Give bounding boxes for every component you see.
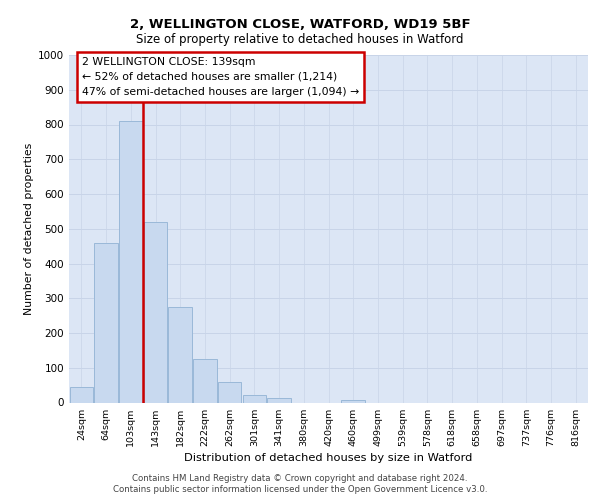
Bar [94, 242, 118, 402]
Bar [169, 307, 192, 402]
Y-axis label: Number of detached properties: Number of detached properties [24, 142, 34, 315]
Text: 2 WELLINGTON CLOSE: 139sqm
← 52% of detached houses are smaller (1,214)
47% of s: 2 WELLINGTON CLOSE: 139sqm ← 52% of deta… [82, 56, 359, 97]
Text: 2, WELLINGTON CLOSE, WATFORD, WD19 5BF: 2, WELLINGTON CLOSE, WATFORD, WD19 5BF [130, 18, 470, 30]
Text: Size of property relative to detached houses in Watford: Size of property relative to detached ho… [136, 34, 464, 46]
Bar [144, 222, 167, 402]
Bar [193, 359, 217, 403]
Text: Contains HM Land Registry data © Crown copyright and database right 2024.
Contai: Contains HM Land Registry data © Crown c… [113, 474, 487, 494]
Bar [119, 121, 143, 402]
Bar [242, 395, 266, 402]
Bar [268, 398, 291, 402]
Bar [218, 382, 241, 402]
X-axis label: Distribution of detached houses by size in Watford: Distribution of detached houses by size … [184, 452, 473, 462]
Bar [70, 386, 93, 402]
Bar [341, 400, 365, 402]
